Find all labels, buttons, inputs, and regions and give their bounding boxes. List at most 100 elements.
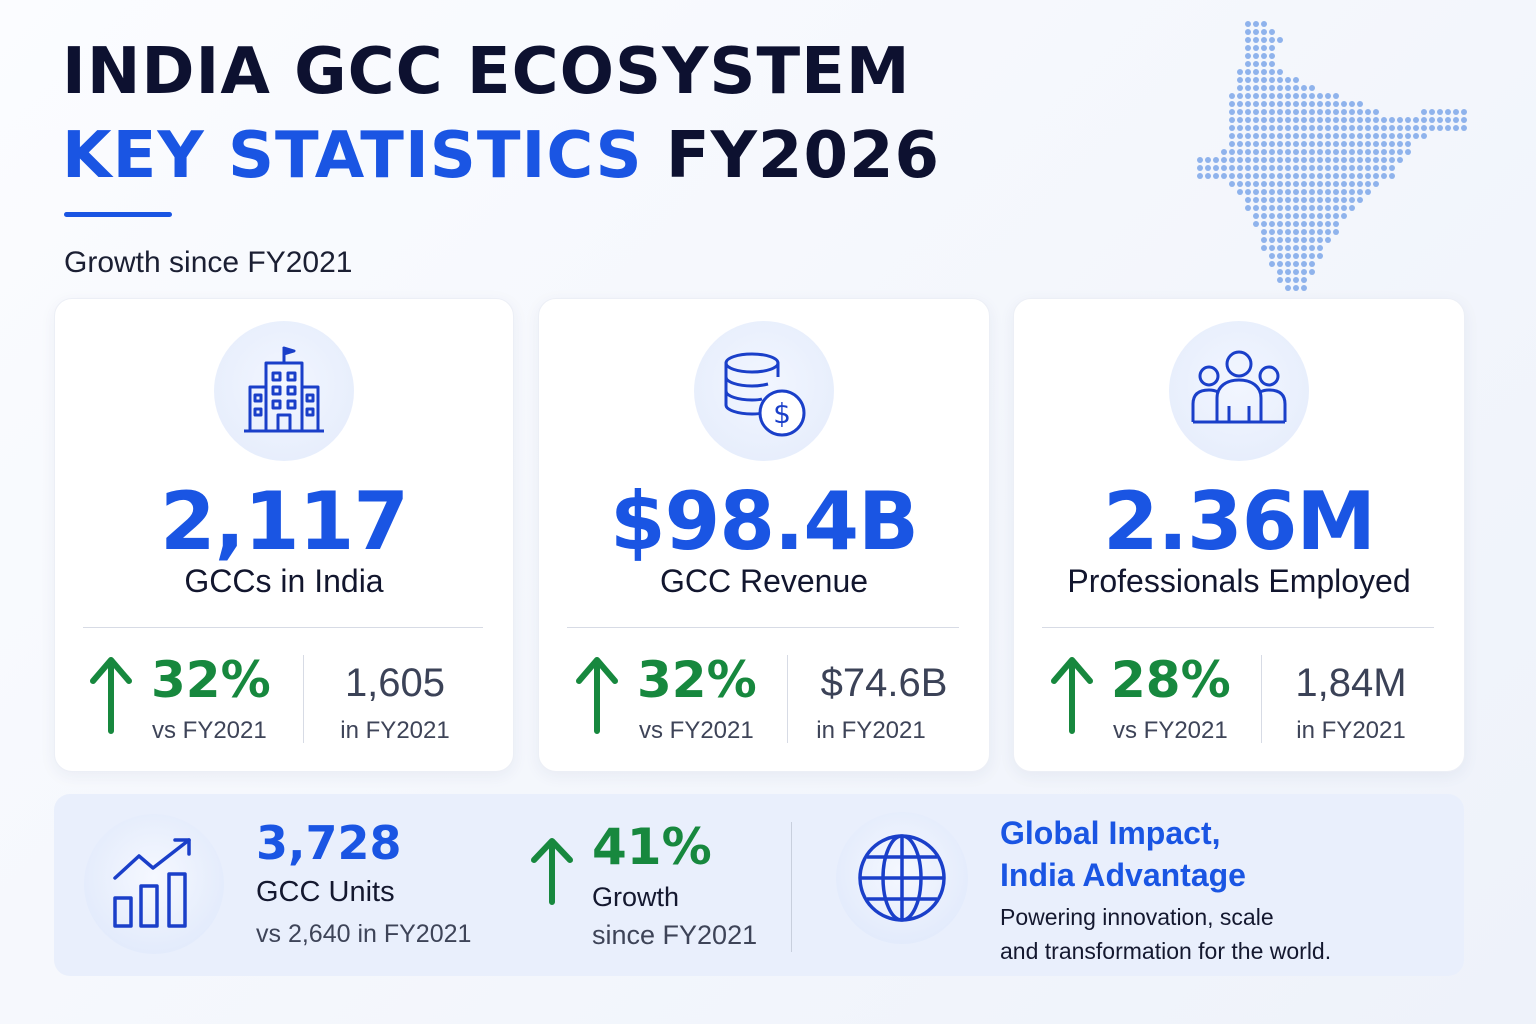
map-dot (1269, 165, 1275, 171)
map-dot (1301, 181, 1307, 187)
map-dot (1285, 285, 1291, 291)
map-dot (1293, 141, 1299, 147)
map-dot (1349, 133, 1355, 139)
title-year: FY2026 (665, 119, 941, 193)
map-dot (1285, 261, 1291, 267)
map-dot (1389, 117, 1395, 123)
growth-label: Growth (592, 882, 680, 912)
map-dot (1413, 125, 1419, 131)
units-label: GCC Units (256, 876, 395, 908)
growth-caption: vs FY2021 (152, 717, 267, 744)
map-dot (1269, 133, 1275, 139)
map-dot (1293, 277, 1299, 283)
map-dot (1253, 133, 1259, 139)
map-dot (1325, 133, 1331, 139)
map-dot (1269, 69, 1275, 75)
map-dot (1285, 213, 1291, 219)
map-dot (1277, 85, 1283, 91)
map-dot (1429, 125, 1435, 131)
map-dot (1269, 37, 1275, 43)
map-dot (1261, 173, 1267, 179)
map-dot (1237, 117, 1243, 123)
map-dot (1373, 149, 1379, 155)
map-dot (1293, 245, 1299, 251)
map-dot (1445, 109, 1451, 115)
map-dot (1349, 173, 1355, 179)
map-dot (1429, 109, 1435, 115)
map-dot (1277, 125, 1283, 131)
map-dot (1317, 109, 1323, 115)
india-map-icon (1197, 21, 1467, 291)
map-dot (1301, 285, 1307, 291)
map-dot (1245, 197, 1251, 203)
map-dot (1381, 173, 1387, 179)
map-dot (1269, 141, 1275, 147)
map-dot (1261, 149, 1267, 155)
map-dot (1317, 205, 1323, 211)
map-dot (1197, 165, 1203, 171)
map-dot (1333, 205, 1339, 211)
map-dot (1229, 109, 1235, 115)
map-dot (1293, 213, 1299, 219)
map-dot (1309, 181, 1315, 187)
map-dot (1237, 93, 1243, 99)
map-dot (1277, 221, 1283, 227)
map-dot (1293, 165, 1299, 171)
map-dot (1341, 157, 1347, 163)
map-dot (1253, 53, 1259, 59)
map-dot (1325, 237, 1331, 243)
map-dot (1277, 37, 1283, 43)
map-dot (1197, 173, 1203, 179)
map-dot (1301, 189, 1307, 195)
map-dot (1269, 205, 1275, 211)
map-dot (1253, 221, 1259, 227)
map-dot (1277, 149, 1283, 155)
map-dot (1237, 165, 1243, 171)
map-dot (1261, 221, 1267, 227)
arrow-up-icon (576, 657, 618, 734)
map-dot (1365, 149, 1371, 155)
map-dot (1269, 149, 1275, 155)
map-dot (1309, 93, 1315, 99)
impact-title: Global Impact, India Advantage (1000, 812, 1246, 896)
impact-title-line-2: India Advantage (1000, 857, 1246, 893)
map-dot (1269, 237, 1275, 243)
previous-value: $74.6B (820, 661, 948, 705)
divider-vertical (1261, 655, 1262, 743)
map-dot (1317, 189, 1323, 195)
map-dot (1333, 173, 1339, 179)
map-dot (1277, 133, 1283, 139)
map-dot (1237, 77, 1243, 83)
map-dot (1285, 165, 1291, 171)
map-dot (1317, 93, 1323, 99)
map-dot (1301, 125, 1307, 131)
map-dot (1381, 125, 1387, 131)
map-dot (1317, 157, 1323, 163)
map-dot (1261, 109, 1267, 115)
map-dot (1317, 165, 1323, 171)
map-dot (1277, 117, 1283, 123)
map-dot (1341, 213, 1347, 219)
map-dot (1325, 157, 1331, 163)
map-dot (1341, 117, 1347, 123)
map-dot (1445, 125, 1451, 131)
map-dot (1325, 117, 1331, 123)
map-dot (1317, 125, 1323, 131)
map-dot (1261, 69, 1267, 75)
stat-label: Professionals Employed (1067, 563, 1411, 599)
map-dot (1261, 117, 1267, 123)
units-value: 3,728 (256, 816, 402, 870)
map-dot (1381, 165, 1387, 171)
map-dot (1269, 85, 1275, 91)
map-dot (1325, 149, 1331, 155)
map-dot (1317, 133, 1323, 139)
map-dot (1373, 181, 1379, 187)
map-dot (1277, 277, 1283, 283)
map-dot (1389, 173, 1395, 179)
stat-card-professionals: 2.36M Professionals Employed 28% vs FY20… (1013, 298, 1465, 772)
map-dot (1229, 141, 1235, 147)
map-dot (1349, 109, 1355, 115)
map-dot (1245, 37, 1251, 43)
map-dot (1229, 133, 1235, 139)
map-dot (1341, 181, 1347, 187)
